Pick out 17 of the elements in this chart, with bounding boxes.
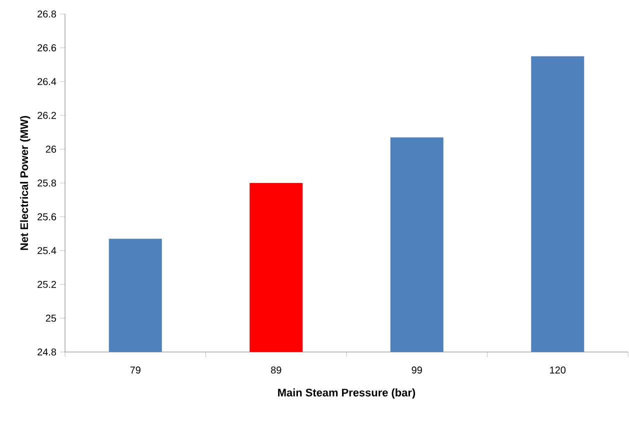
- y-tick-label: 26.2: [38, 112, 56, 119]
- y-tick-label: 25.2: [38, 280, 56, 288]
- x-tick-label: 99: [412, 366, 422, 374]
- x-tick-label: 89: [271, 366, 282, 374]
- y-tick-label: 25: [46, 314, 56, 322]
- y-tick-label: 26.6: [38, 44, 56, 52]
- x-tick-label: 79: [130, 366, 140, 374]
- y-tick-label: 24.8: [38, 348, 56, 356]
- y-tick-label: 25.6: [38, 213, 56, 220]
- y-tick-label: 26: [46, 146, 56, 153]
- x-axis-title: Main Steam Pressure (bar): [278, 388, 416, 399]
- y-axis-title: Net Electrical Power (MW): [20, 116, 30, 250]
- y-tick-label: 25.4: [38, 247, 56, 254]
- x-tick-label: 120: [550, 366, 566, 374]
- y-tick-label: 26.4: [38, 78, 56, 86]
- y-tick-label: 26.8: [38, 10, 56, 18]
- y-tick-label: 25.8: [38, 179, 56, 187]
